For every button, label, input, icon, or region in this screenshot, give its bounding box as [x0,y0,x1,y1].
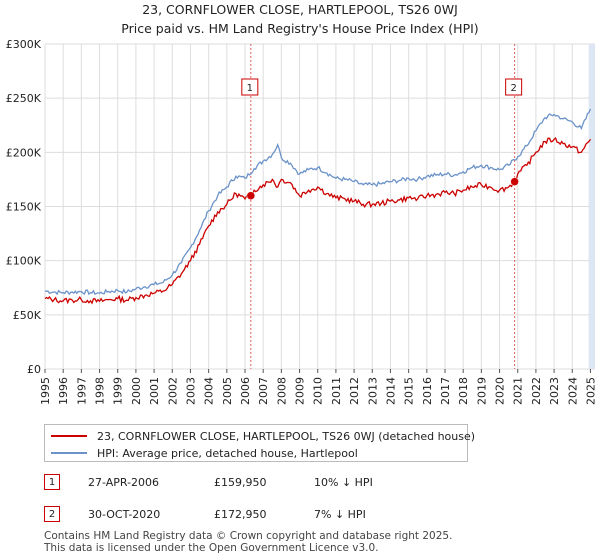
x-tick-label: 2000 [130,377,143,405]
series-layer [44,108,592,305]
y-tick-label: £100K [6,255,42,268]
y-tick-label: £250K [6,92,42,105]
x-tick-label: 2024 [566,377,579,405]
x-tick-label: 2023 [548,377,561,405]
y-tick-label: £50K [13,309,42,322]
transaction-row: 2 30-OCT-2020 £172,950 7% ↓ HPI [44,505,366,523]
x-tick-label: 2001 [148,377,161,405]
legend-swatch-price [51,435,87,437]
axis-layer: £0 £50K £100K £150K £200K £250K £300K 1995 1996 1… [6,38,598,405]
legend-label-hpi: HPI: Average price, detached house, Hart… [97,446,358,460]
grid-layer [44,43,595,370]
transaction-marker: 2 [44,506,60,522]
legend-swatch-hpi [51,452,87,454]
transaction-row: 1 27-APR-2006 £159,950 10% ↓ HPI [44,473,373,491]
x-tick-label: 2008 [275,377,288,405]
transaction-marker: 1 [44,474,60,490]
price-chart: £0 £50K £100K £150K £200K £250K £300K 1995 1996 1… [6,38,598,405]
x-tick-label: 2017 [439,377,452,405]
transaction-price: £159,950 [214,475,267,489]
x-tick-label: 1995 [39,377,52,405]
x-tick-label: 2018 [457,377,470,405]
sale-point [510,177,519,186]
x-tick-label: 2021 [512,377,525,405]
x-tick-label: 2014 [384,377,397,405]
x-tick-label: 2012 [348,377,361,405]
x-tick-label: 1999 [112,377,125,405]
x-tick-label: 2015 [403,377,416,405]
transaction-price: £172,950 [214,507,267,521]
x-tick-label: 2005 [221,377,234,405]
chart-title: 23, CORNFLOWER CLOSE, HARTLEPOOL, TS26 0… [142,2,458,17]
band-layer [250,44,595,369]
x-tick-label: 2025 [584,377,597,405]
hpi-series-line [44,108,592,296]
transaction-date: 30-OCT-2020 [88,507,161,521]
footer-copyright: Contains HM Land Registry data © Crown c… [44,530,453,542]
sale-label-text: 1 [247,83,253,94]
sale-label-box [241,78,259,96]
x-tick-label: 2013 [366,377,379,405]
legend-item-hpi: HPI: Average price, detached house, Hart… [51,445,358,461]
transaction-hpi-change: 7% ↓ HPI [314,507,366,521]
x-tick-label: 2004 [203,377,216,405]
x-tick-label: 1997 [75,377,88,405]
y-tick-label: £300K [6,38,42,51]
legend-item-price: 23, CORNFLOWER CLOSE, HARTLEPOOL, TS26 0… [51,428,475,444]
chart-subtitle: Price paid vs. HM Land Registry's House … [121,21,479,36]
x-tick-label: 2010 [312,377,325,405]
x-tick-label: 2019 [475,377,488,405]
x-tick-label: 2006 [239,377,252,405]
sale-label-text: 2 [510,83,516,94]
x-tick-label: 2022 [530,377,543,405]
legend: 23, CORNFLOWER CLOSE, HARTLEPOOL, TS26 0… [44,424,475,462]
y-tick-label: £0 [27,363,41,376]
x-tick-label: 2020 [494,377,507,405]
footer-licence: This data is licensed under the Open Gov… [44,542,379,554]
x-tick-label: 2011 [330,377,343,405]
x-tick-label: 2002 [166,377,179,405]
x-tick-label: 1996 [57,377,70,405]
x-tick-label: 2009 [294,377,307,405]
y-tick-label: £200K [6,146,42,159]
x-tick-label: 2016 [421,377,434,405]
legend-label-price: 23, CORNFLOWER CLOSE, HARTLEPOOL, TS26 0… [97,429,476,443]
x-tick-label: 2003 [184,377,197,405]
transaction-hpi-change: 10% ↓ HPI [314,475,373,489]
sale-label-box [505,78,523,96]
y-tick-label: £150K [6,201,42,214]
price-series-line [44,137,592,305]
x-tick-label: 2007 [257,377,270,405]
sale-point [246,191,256,200]
transaction-date: 27-APR-2006 [88,475,160,489]
x-tick-label: 1998 [94,377,107,405]
forecast-band [588,44,595,369]
